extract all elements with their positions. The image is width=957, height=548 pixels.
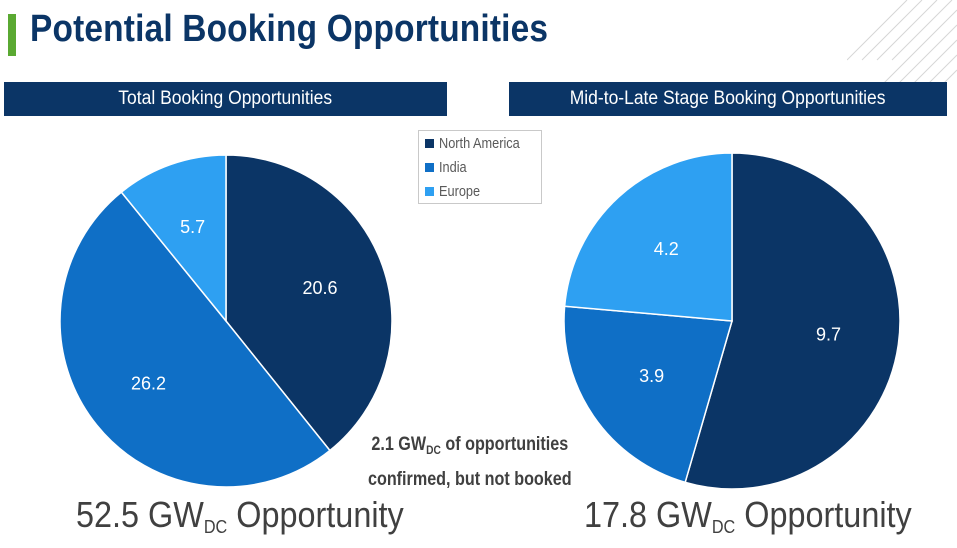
- chart-legend: North America India Europe: [418, 130, 542, 204]
- legend-swatch-india: [425, 162, 434, 172]
- title-accent-bar: [8, 14, 16, 56]
- mid-late-pie-label-india: 3.9: [639, 366, 664, 386]
- note-value: 2.1 GW: [371, 434, 427, 455]
- legend-swatch-europe: [425, 186, 434, 196]
- mid-late-pie-slice-india: [563, 305, 733, 484]
- mid-late-pie-slice-north-america: [684, 152, 901, 490]
- total-opportunities-header: Total Booking Opportunities: [4, 82, 447, 116]
- total-pie-slice-north-america: [225, 154, 393, 452]
- total-pie-label-north-america: 20.6: [302, 278, 337, 298]
- legend-label-europe: Europe: [439, 182, 481, 200]
- mid-late-pie-label-europe: 4.2: [654, 239, 679, 259]
- mid-late-opportunity-label: 17.8 GWDC Opportunity: [584, 494, 912, 538]
- mid-late-pie-label-north-america: 9.7: [816, 325, 841, 345]
- page-title: Potential Booking Opportunities: [30, 8, 549, 50]
- note-line-2: confirmed, but not booked: [368, 469, 572, 490]
- confirmed-not-booked-note: 2.1 GWDC of opportunities confirmed, but…: [330, 430, 610, 495]
- legend-item-india: India: [425, 158, 472, 176]
- total-opportunities-header-label: Total Booking Opportunities: [118, 88, 333, 109]
- legend-swatch-north-america: [425, 138, 434, 148]
- total-opportunity-suffix: Opportunity: [227, 494, 404, 535]
- note-line-1: 2.1 GWDC of opportunities: [330, 430, 610, 465]
- legend-item-europe: Europe: [425, 182, 487, 200]
- mid-late-opportunity-unit: DC: [711, 517, 736, 537]
- note-unit-subscript: DC: [426, 443, 442, 457]
- mid-late-opportunities-header: Mid-to-Late Stage Booking Opportunities: [509, 82, 947, 116]
- mid-late-pie-slice-europe: [563, 152, 733, 322]
- mid-late-opportunity-suffix: Opportunity: [735, 494, 912, 535]
- total-pie-label-europe: 5.7: [180, 217, 205, 237]
- mid-late-opportunity-value: 17.8 GW: [584, 494, 712, 535]
- total-opportunity-value: 52.5 GW: [76, 494, 204, 535]
- total-pie-label-india: 26.2: [131, 374, 166, 394]
- decorative-hatch-lines: [847, 0, 957, 90]
- note-suffix: of opportunities: [441, 434, 569, 455]
- total-pie-slice-europe: [120, 154, 227, 324]
- mid-late-opportunities-pie: 9.7 3.9 4.2: [563, 152, 901, 490]
- legend-label-india: India: [439, 158, 467, 176]
- total-opportunity-label: 52.5 GWDC Opportunity: [76, 494, 404, 538]
- legend-label-north-america: North America: [439, 134, 520, 152]
- total-opportunity-unit: DC: [203, 517, 228, 537]
- mid-late-opportunities-header-label: Mid-to-Late Stage Booking Opportunities: [570, 88, 886, 109]
- legend-item-north-america: North America: [425, 134, 534, 152]
- total-pie-slice-india: [59, 191, 331, 488]
- total-opportunities-pie: 20.6 26.2 5.7: [59, 154, 393, 488]
